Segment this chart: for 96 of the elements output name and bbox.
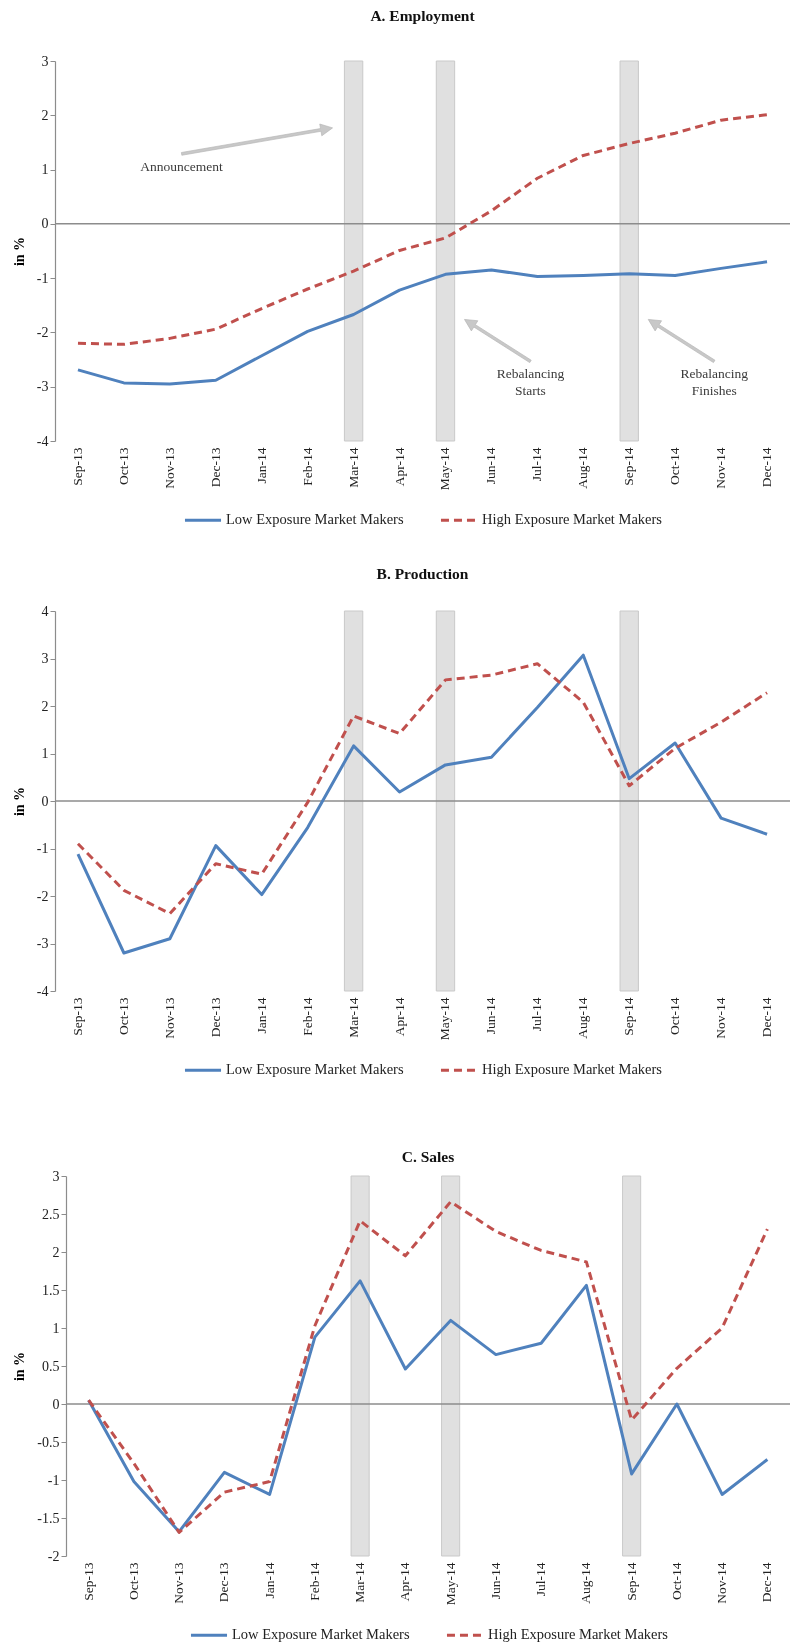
x-tick-label: Oct-13 [115,447,131,485]
x-tick-label: Aug-14 [575,447,591,489]
x-tick-label: Feb-14 [306,1562,322,1601]
x-tick-label: Dec-13 [216,1562,232,1603]
y-tick-label: 0 [41,216,49,232]
x-tick-label: Jun-14 [487,1562,503,1600]
annotation: Announcement [140,158,224,174]
line-series [76,662,769,916]
x-tick-label: Oct-13 [125,1562,141,1600]
x-tick-label: Nov-13 [161,447,177,489]
x-tick-label: Jun-14 [483,447,499,485]
y-tick-label: -2 [36,888,49,904]
x-tick-label: Dec-14 [759,997,775,1038]
x-tick-label: Sep-13 [69,997,85,1036]
y-tick-label: 2 [52,1244,60,1260]
line-series [76,260,769,386]
x-tick-label: Oct-14 [667,447,683,485]
y-axis-title: in % [12,1351,28,1382]
y-tick-label: 3 [41,651,49,666]
line-series [87,1200,769,1534]
y-axis-title: in % [11,236,27,267]
x-tick-label: Sep-14 [623,1562,639,1601]
x-tick-label: Nov-14 [713,997,729,1039]
x-tick-label: May-14 [437,447,453,491]
y-tick-label: -4 [36,983,49,999]
x-tick-label: Jan-14 [253,447,269,484]
y-tick-label: -0.5 [37,1434,60,1450]
y-tick-label: 0.5 [42,1358,60,1374]
y-tick-label: -1 [36,270,49,286]
annotation: Rebalancing Starts [496,366,565,399]
x-tick-label: Jan-14 [253,997,269,1034]
y-axis-title: in % [11,786,27,817]
y-tick-label: 2 [41,698,49,714]
line-series [76,653,769,955]
annotation: Rebalancing Finishes [680,366,749,399]
x-tick-label: Apr-14 [391,997,407,1037]
legend-label: High Exposure Market Makers [488,1626,669,1643]
x-tick-label: Mar-14 [345,997,361,1038]
y-tick-label: 0 [52,1396,60,1412]
y-tick-label: -3 [36,379,49,395]
y-tick-label: 1.5 [42,1282,60,1298]
y-tick-label: 3 [41,53,49,69]
x-tick-label: May-14 [442,1562,458,1606]
x-tick-label: Sep-14 [621,447,637,486]
line-series [76,113,769,346]
x-tick-label: Dec-14 [759,447,775,488]
x-tick-label: Apr-14 [397,1562,413,1602]
x-tick-label: Aug-14 [578,1562,594,1604]
y-tick-label: 0 [41,793,49,809]
y-tick-label: 1 [41,162,49,178]
y-tick-label: -1 [47,1472,60,1488]
legend-label: Low Exposure Market Makers [226,1061,404,1078]
x-tick-label: Nov-13 [171,1562,187,1604]
y-tick-label: 2 [41,107,49,123]
x-tick-label: Sep-13 [80,1562,96,1601]
x-tick-label: Feb-14 [299,997,315,1036]
chart-title: B. Production [376,564,469,582]
x-tick-label: Jun-14 [483,997,499,1035]
y-tick-label: 4 [41,603,49,619]
x-tick-label: Jan-14 [261,1562,277,1599]
y-tick-label: -3 [36,936,49,951]
chart-title: A. Employment [370,6,476,24]
x-tick-label: Jul-14 [529,997,545,1032]
x-tick-label: Sep-13 [69,447,85,486]
legend-label: High Exposure Market Makers [482,511,663,528]
y-tick-label: -2 [36,324,49,340]
y-tick-label: -1 [36,841,49,856]
x-tick-label: May-14 [437,997,453,1041]
legend-label: Low Exposure Market Makers [226,511,404,528]
legend-label: High Exposure Market Makers [482,1061,663,1078]
y-tick-label: 3 [52,1168,60,1184]
x-tick-label: Oct-14 [667,997,683,1035]
y-tick-label: -1.5 [37,1510,60,1526]
x-tick-label: Nov-14 [714,1562,730,1604]
x-tick-label: Nov-13 [161,997,177,1039]
x-tick-label: Oct-13 [115,997,131,1035]
y-tick-label: 2.5 [42,1206,60,1222]
x-tick-label: Dec-14 [759,1562,775,1603]
legend-label: Low Exposure Market Makers [232,1626,410,1643]
x-tick-label: Mar-14 [352,1562,368,1603]
x-tick-label: Jul-14 [529,447,545,482]
x-tick-label: Jul-14 [533,1562,549,1597]
x-tick-label: Mar-14 [345,447,361,488]
x-tick-label: Feb-14 [299,447,315,486]
y-tick-label: 1 [52,1320,60,1336]
x-tick-label: Oct-14 [668,1562,684,1600]
chart-title: C. Sales [401,1147,455,1165]
y-tick-label: -2 [47,1548,60,1564]
x-tick-label: Dec-13 [207,997,223,1038]
x-tick-label: Aug-14 [575,997,591,1039]
x-tick-label: Apr-14 [391,447,407,487]
y-tick-label: -4 [36,433,49,449]
y-tick-label: 1 [41,746,49,761]
x-tick-label: Nov-14 [713,447,729,489]
x-tick-label: Sep-14 [621,997,637,1036]
x-tick-label: Dec-13 [207,447,223,488]
